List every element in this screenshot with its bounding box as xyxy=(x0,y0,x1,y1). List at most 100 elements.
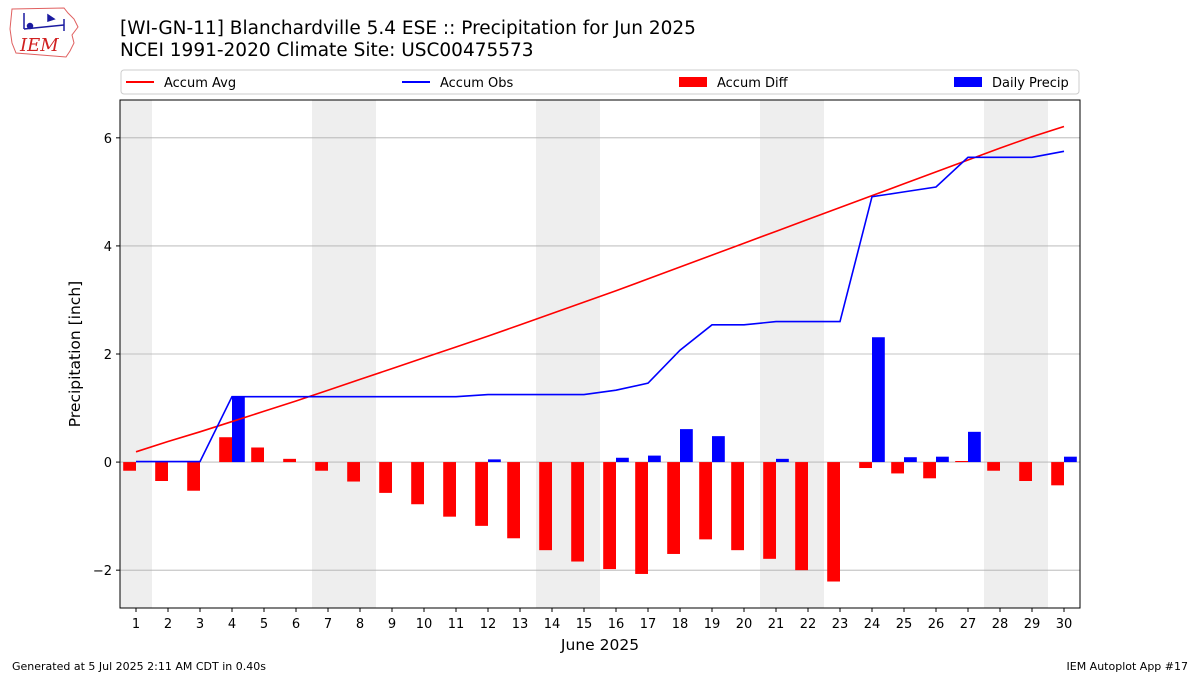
grid-lines xyxy=(120,137,1080,571)
app-credit: IEM Autoplot App #17 xyxy=(1066,660,1189,673)
x-tick-label: 21 xyxy=(768,617,785,632)
legend-box xyxy=(120,69,1080,95)
accum-diff-bar xyxy=(955,461,968,463)
accum-diff-bar xyxy=(699,462,712,540)
accum-diff-bar xyxy=(603,462,616,570)
iem-logo: IEM xyxy=(9,7,79,58)
x-tick-label: 30 xyxy=(1056,617,1073,632)
legend-label: Daily Precip xyxy=(992,76,1069,91)
accum-diff-bar xyxy=(347,462,360,482)
x-tick-label: 7 xyxy=(324,617,332,632)
daily-precip-bar xyxy=(872,337,885,463)
weekend-band xyxy=(984,100,1016,608)
weekend-shading xyxy=(120,100,1048,608)
weekend-band xyxy=(344,100,376,608)
x-tick-label: 4 xyxy=(228,617,236,632)
x-tick-label: 15 xyxy=(576,617,593,632)
accum-diff-bar xyxy=(1051,462,1064,486)
daily-precip-bar xyxy=(712,436,725,463)
weekend-band xyxy=(1016,100,1048,608)
accum-diff-bar xyxy=(763,462,776,559)
accum-diff-bar xyxy=(411,462,424,505)
x-tick-label: 20 xyxy=(736,617,753,632)
daily-precip-bar xyxy=(776,458,789,463)
accum-avg-line xyxy=(135,125,1065,453)
x-tick-label: 26 xyxy=(928,617,945,632)
y-tick-label: 0 xyxy=(104,456,112,471)
accum-diff-bar xyxy=(443,462,456,517)
x-tick-label: 27 xyxy=(960,617,977,632)
accum-diff-bar xyxy=(539,462,552,551)
x-tick-label: 18 xyxy=(672,617,689,632)
weather-instruments-icon xyxy=(23,13,65,31)
weekend-band xyxy=(120,100,152,608)
legend-label: Accum Diff xyxy=(717,76,789,91)
accum-diff-bar xyxy=(123,462,136,471)
chart-title: [WI-GN-11] Blanchardville 5.4 ESE :: Pre… xyxy=(120,18,696,39)
x-tick-label: 24 xyxy=(864,617,881,632)
accum-diff-bar xyxy=(795,462,808,571)
weekend-band xyxy=(568,100,600,608)
logo-text: IEM xyxy=(19,35,59,56)
x-tick-label: 28 xyxy=(992,617,1009,632)
y-tick-label: 2 xyxy=(104,348,112,363)
x-tick-label: 17 xyxy=(640,617,657,632)
x-tick-label: 9 xyxy=(388,617,396,632)
x-tick-label: 23 xyxy=(832,617,849,632)
chart-subtitle: NCEI 1991-2020 Climate Site: USC00475573 xyxy=(120,40,534,61)
legend-swatch-bar xyxy=(954,77,982,87)
x-tick-label: 1 xyxy=(132,617,140,632)
x-tick-label: 14 xyxy=(544,617,561,632)
weekend-band xyxy=(760,100,792,608)
x-tick-label: 25 xyxy=(896,617,913,632)
accum-diff-bar xyxy=(635,462,648,574)
accum-diff-bar xyxy=(315,462,328,471)
daily-precip-bar xyxy=(488,459,501,463)
accum-diff-bar xyxy=(187,462,200,491)
x-tick-label: 13 xyxy=(512,617,529,632)
accum-diff-bar xyxy=(155,462,168,481)
accum-obs-line xyxy=(136,150,1065,463)
weekend-band xyxy=(792,100,824,608)
accum-diff-bar xyxy=(827,462,840,582)
daily-precip-bar xyxy=(680,429,693,463)
accum-diff-bar xyxy=(507,462,520,539)
x-axis-label: June 2025 xyxy=(560,636,639,654)
legend-label: Accum Obs xyxy=(440,76,513,91)
iowa-outline-icon xyxy=(9,7,79,58)
x-tick-label: 3 xyxy=(196,617,204,632)
accum-diff-bar xyxy=(571,462,584,562)
y-tick-label: 4 xyxy=(104,240,112,255)
daily-precip-bar xyxy=(232,397,245,463)
x-tick-label: 5 xyxy=(260,617,268,632)
x-tick-label: 19 xyxy=(704,617,721,632)
x-tick-label: 6 xyxy=(292,617,300,632)
legend: Accum Avg Accum Obs Accum Diff Daily Precip xyxy=(120,69,1080,95)
daily-precip-bar xyxy=(904,457,917,463)
y-tick-label: 6 xyxy=(104,132,112,147)
accum-diff-bar xyxy=(1019,462,1032,481)
daily-precip-bar xyxy=(968,431,981,463)
x-tick-label: 11 xyxy=(448,617,465,632)
daily-precip-bar xyxy=(136,461,149,463)
accum-diff-bar xyxy=(379,462,392,493)
x-tick-label: 8 xyxy=(356,617,364,632)
accum-diff-bar xyxy=(219,437,232,463)
x-tick-label: 29 xyxy=(1024,617,1041,632)
accum-diff-bar xyxy=(923,462,936,479)
weekend-band xyxy=(536,100,568,608)
daily-precip-bar xyxy=(936,456,949,463)
y-tick-label: −2 xyxy=(93,564,112,579)
x-tick-label: 22 xyxy=(800,617,817,632)
accum-diff-bar xyxy=(475,462,488,526)
accum-diff-bar xyxy=(731,462,744,551)
generated-timestamp: Generated at 5 Jul 2025 2:11 AM CDT in 0… xyxy=(12,660,266,673)
daily-precip-bar xyxy=(616,457,629,463)
lines xyxy=(135,125,1065,463)
accum-diff-bar xyxy=(859,462,872,469)
daily-precip-bar xyxy=(648,455,661,463)
x-tick-label: 12 xyxy=(480,617,497,632)
x-tick-label: 16 xyxy=(608,617,625,632)
bars xyxy=(123,337,1077,582)
